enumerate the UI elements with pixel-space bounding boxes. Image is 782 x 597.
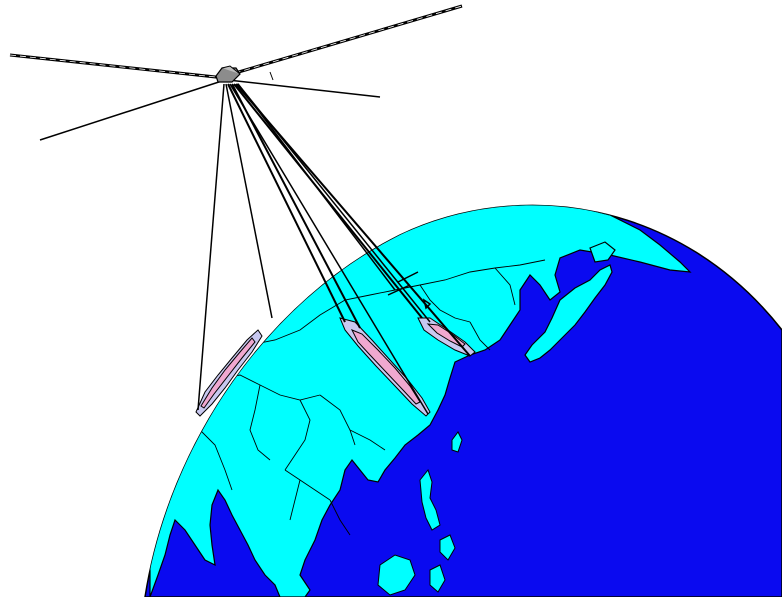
satellite-icon <box>215 65 241 91</box>
philippines-islands <box>419 468 441 531</box>
hokkaido-island <box>589 241 616 263</box>
sulawesi-island <box>429 564 446 593</box>
satellite-antennas <box>9 4 463 141</box>
borneo-island <box>377 554 416 596</box>
philippines-south <box>439 534 456 561</box>
taiwan-island <box>451 431 463 453</box>
beam-lines <box>197 83 471 415</box>
japan-island <box>524 264 613 363</box>
beam-west-india <box>195 329 263 417</box>
feed-markers <box>387 271 432 310</box>
